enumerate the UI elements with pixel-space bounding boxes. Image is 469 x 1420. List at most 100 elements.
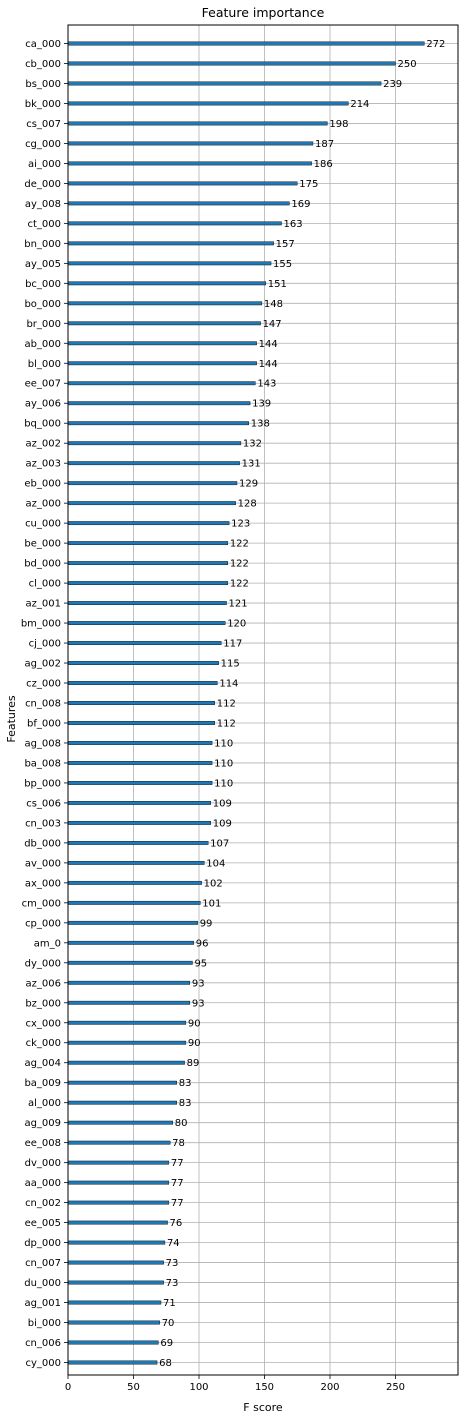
y-tick-label: bk_000 [25, 99, 61, 110]
bar [67, 181, 298, 186]
bar [67, 521, 230, 526]
y-tick-label: cs_006 [26, 798, 61, 809]
y-tick-label: ct_000 [27, 219, 61, 230]
bar-value-label: 80 [175, 1118, 188, 1129]
x-ticks: 0 50 100 150 200 250 [65, 1375, 405, 1393]
y-tick-label: ax_000 [25, 878, 61, 889]
y-tick-label: az_006 [26, 978, 61, 989]
bar-value-label: 101 [202, 898, 221, 909]
bar [67, 1360, 158, 1365]
bar-value-label: 93 [192, 978, 205, 989]
bar-value-label: 93 [192, 998, 205, 1009]
bar-value-label: 128 [238, 499, 257, 510]
bar-value-label: 155 [273, 259, 292, 270]
bar [67, 261, 272, 266]
bar-value-label: 250 [398, 59, 417, 70]
bar [67, 1160, 170, 1165]
bar-value-label: 76 [170, 1218, 183, 1229]
bar-value-label: 83 [179, 1078, 192, 1089]
y-tick-label: br_000 [26, 319, 61, 330]
bar [67, 381, 256, 386]
bar-value-label: 122 [230, 559, 249, 570]
chart-title: Feature importance [202, 5, 325, 20]
bar-value-label: 122 [230, 539, 249, 550]
bar-value-label: 90 [188, 1018, 201, 1029]
bar [67, 421, 249, 426]
y-tick-label: bc_000 [25, 279, 61, 290]
bar [67, 1040, 187, 1045]
y-tick-label: bs_000 [25, 79, 61, 90]
y-tick-label: dv_000 [25, 1158, 61, 1169]
bar [67, 880, 202, 885]
bar [67, 1180, 170, 1185]
bar-value-label: 139 [252, 399, 271, 410]
y-tick-label: cb_000 [25, 59, 61, 70]
bar-value-label: 115 [221, 659, 240, 670]
bar [67, 641, 222, 645]
bar [67, 601, 227, 605]
bar-value-label: 186 [314, 159, 333, 170]
bar [67, 1000, 191, 1005]
bar [67, 541, 229, 546]
y-tick-label: ag_004 [24, 1058, 61, 1069]
bar-value-label: 70 [162, 1318, 175, 1329]
bar-value-label: 143 [257, 379, 276, 390]
bar [67, 41, 425, 46]
bar [67, 101, 349, 106]
y-tick-label: ab_000 [24, 339, 61, 350]
x-tick-label: 50 [127, 1382, 140, 1393]
bar [67, 701, 215, 705]
bar-value-label: 110 [214, 758, 233, 769]
y-tick-label: ag_002 [24, 659, 61, 670]
bar-value-label: 114 [219, 679, 238, 690]
bar [67, 221, 282, 226]
y-tick-label: ck_000 [26, 1038, 61, 1049]
bar-value-label: 163 [284, 219, 303, 230]
bar [67, 81, 382, 86]
y-tick-label: ee_008 [25, 1138, 61, 1149]
bar [67, 1060, 185, 1065]
bar [67, 900, 201, 905]
y-tick-label: cn_006 [25, 1338, 61, 1349]
y-tick-label: eb_000 [24, 479, 61, 490]
y-tick-label: ee_007 [25, 379, 61, 390]
y-tick-label: ca_000 [25, 39, 61, 50]
y-tick-label: bn_000 [24, 239, 61, 250]
plot-frame [67, 24, 459, 1376]
y-tick-label: az_001 [26, 599, 61, 610]
bar [67, 561, 229, 566]
bar-value-label: 69 [160, 1338, 173, 1349]
y-tick-label: cg_000 [25, 139, 61, 150]
y-tick-label: bq_000 [24, 419, 61, 430]
bar [67, 461, 240, 466]
y-tick-label: dy_000 [25, 958, 61, 969]
bar [67, 441, 242, 446]
y-tick-label: az_002 [26, 439, 61, 450]
bar [67, 281, 267, 286]
bar [67, 621, 226, 625]
bar [67, 1220, 168, 1225]
bar-value-label: 198 [329, 119, 348, 130]
bar [67, 241, 274, 246]
bar [67, 681, 218, 685]
bar-value-label: 131 [242, 459, 261, 470]
bar-value-label: 107 [210, 838, 229, 849]
bar [67, 721, 215, 725]
y-tick-label: ba_009 [24, 1078, 61, 1089]
x-axis-label: F score [243, 1401, 283, 1414]
bar-value-label: 102 [204, 878, 223, 889]
y-tick-label: be_000 [24, 539, 61, 550]
y-tick-label: ba_008 [24, 758, 61, 769]
bar [67, 1020, 187, 1025]
bar [67, 1300, 162, 1305]
y-tick-label: ag_001 [24, 1298, 61, 1309]
bar [67, 581, 229, 585]
x-tick-label: 100 [189, 1382, 208, 1393]
bar-value-label: 73 [166, 1258, 179, 1269]
y-tick-label: bi_000 [28, 1318, 61, 1329]
y-axis-label: Features [5, 695, 18, 743]
bar-value-label: 112 [217, 718, 236, 729]
bar-value-label: 121 [229, 599, 248, 610]
bar [67, 1340, 159, 1345]
